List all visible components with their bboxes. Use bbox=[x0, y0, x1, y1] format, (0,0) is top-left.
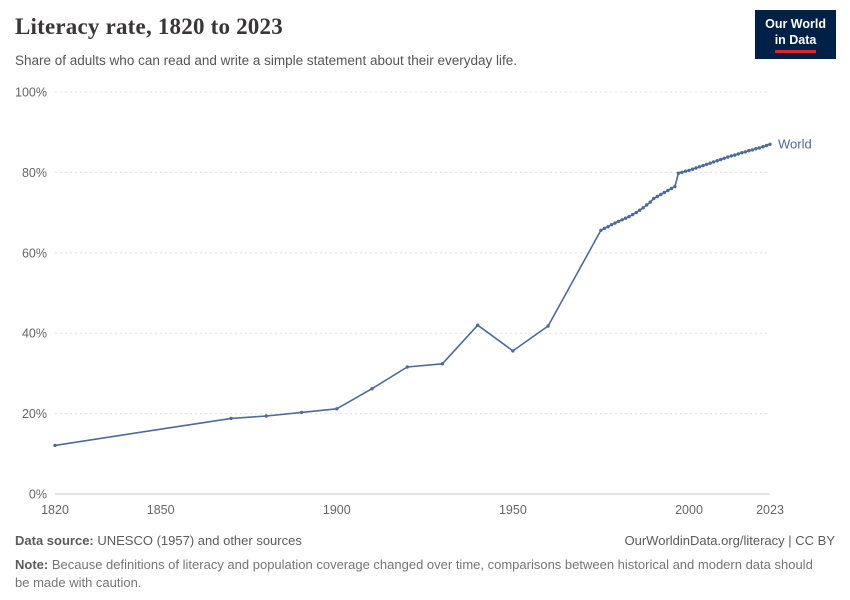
y-tick-label: 80% bbox=[22, 166, 47, 180]
data-point bbox=[680, 170, 684, 175]
footer-note: Note: Because definitions of literacy an… bbox=[15, 556, 830, 592]
data-point bbox=[719, 157, 723, 162]
note-label: Note: bbox=[15, 557, 49, 572]
data-point bbox=[743, 150, 747, 154]
data-point bbox=[623, 216, 628, 220]
data-point bbox=[511, 349, 515, 353]
data-point bbox=[53, 443, 57, 448]
y-tick-label: 40% bbox=[22, 327, 47, 341]
data-point bbox=[750, 148, 755, 152]
data-point bbox=[609, 223, 614, 227]
data-point bbox=[662, 190, 666, 195]
y-tick-label: 0% bbox=[29, 488, 47, 502]
y-tick-label: 20% bbox=[22, 407, 47, 421]
y-tick-label: 100% bbox=[15, 86, 47, 100]
data-point bbox=[655, 194, 659, 199]
owid-logo-line1: Our World bbox=[765, 17, 826, 31]
data-point bbox=[711, 160, 716, 164]
data-point bbox=[405, 365, 409, 369]
data-point bbox=[715, 159, 719, 163]
data-source-text: UNESCO (1957) and other sources bbox=[93, 533, 302, 548]
data-point bbox=[704, 162, 709, 167]
series-end-label: World bbox=[778, 136, 812, 151]
data-point bbox=[264, 414, 268, 418]
data-point bbox=[630, 212, 635, 217]
data-point bbox=[683, 169, 688, 173]
data-point bbox=[370, 387, 374, 391]
data-point bbox=[620, 218, 624, 222]
page-title: Literacy rate, 1820 to 2023 bbox=[15, 14, 283, 39]
data-point bbox=[638, 208, 642, 212]
owid-link[interactable]: OurWorldinData.org/literacy | CC BY bbox=[624, 533, 835, 548]
x-tick-label: 1900 bbox=[323, 503, 351, 517]
data-point bbox=[757, 146, 762, 150]
data-point bbox=[606, 225, 610, 229]
data-point bbox=[729, 154, 733, 158]
data-point bbox=[673, 184, 677, 189]
data-point bbox=[602, 226, 607, 230]
data-point bbox=[694, 166, 698, 170]
x-tick-label: 2023 bbox=[756, 503, 784, 517]
chart-canvas[interactable]: 0% 20% 40% 60% 80% 100% 1820 1850 1900 1950 2000 20… bbox=[0, 78, 850, 528]
data-point bbox=[476, 323, 480, 327]
y-tick-label: 60% bbox=[22, 246, 47, 260]
data-point bbox=[669, 186, 674, 191]
data-point bbox=[546, 324, 550, 328]
data-point bbox=[736, 152, 740, 156]
data-point bbox=[648, 200, 652, 204]
x-tick-label: 1850 bbox=[147, 503, 175, 517]
data-source-label: Data source: bbox=[15, 533, 94, 548]
data-point bbox=[722, 156, 726, 160]
data-point bbox=[676, 171, 681, 175]
data-point bbox=[768, 142, 772, 146]
data-point bbox=[659, 192, 663, 197]
data-point bbox=[690, 167, 695, 171]
data-point bbox=[740, 151, 744, 155]
data-point bbox=[613, 221, 617, 225]
data-point bbox=[687, 168, 691, 173]
data-point bbox=[299, 410, 304, 415]
note-text: Because definitions of literacy and popu… bbox=[15, 557, 813, 591]
data-point bbox=[641, 206, 645, 210]
x-tick-label: 1820 bbox=[41, 503, 69, 517]
data-point bbox=[708, 161, 712, 165]
data-point bbox=[697, 165, 702, 169]
data-point bbox=[747, 149, 751, 153]
data-point bbox=[652, 196, 656, 201]
data-point bbox=[645, 203, 649, 207]
series-line-world bbox=[54, 143, 771, 447]
data-point bbox=[616, 219, 621, 224]
data-point bbox=[761, 145, 765, 149]
data-point bbox=[701, 163, 705, 168]
data-point bbox=[733, 153, 737, 157]
data-point bbox=[440, 362, 445, 366]
data-point bbox=[666, 188, 670, 193]
data-point bbox=[599, 228, 603, 232]
data-source: Data source: UNESCO (1957) and other sou… bbox=[15, 533, 302, 548]
data-point bbox=[754, 147, 758, 151]
data-point bbox=[627, 214, 631, 219]
data-point bbox=[634, 210, 638, 215]
x-tick-label: 1950 bbox=[499, 503, 527, 517]
footer-source-row: Data source: UNESCO (1957) and other sou… bbox=[15, 533, 835, 548]
owid-logo[interactable]: Our World in Data bbox=[755, 10, 836, 59]
data-point bbox=[764, 143, 769, 148]
owid-logo-line2: in Data bbox=[774, 32, 817, 53]
data-point bbox=[335, 407, 339, 411]
data-point bbox=[726, 155, 730, 159]
data-point bbox=[229, 416, 233, 421]
x-tick-label: 2000 bbox=[675, 503, 703, 517]
page-subtitle: Share of adults who can read and write a… bbox=[15, 53, 518, 68]
